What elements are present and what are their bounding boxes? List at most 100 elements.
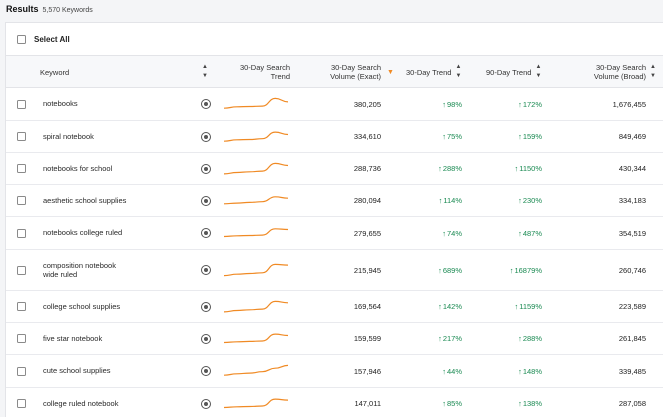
table-row[interactable]: cute school supplies 157,946 ↑ 44% ↑ 148% 339,… — [6, 355, 663, 388]
keyword-text[interactable]: five star notebook — [43, 333, 103, 343]
column-header-trend[interactable]: 30-Day Search Trend — [220, 56, 290, 88]
keyword-text[interactable]: aesthetic school supplies — [43, 195, 127, 205]
table-row[interactable]: notebooks for school 288,736 ↑ 288% ↑ 1150% 43… — [6, 153, 663, 185]
table-row[interactable]: college ruled notebook 147,011 ↑ 85% ↑ 138% 28… — [6, 388, 663, 417]
sparkline-chart — [224, 195, 288, 204]
trend-up-arrow-icon: ↑ — [518, 196, 522, 205]
sparkline-chart — [224, 228, 288, 238]
table-row[interactable]: aesthetic school supplies 280,094 ↑ 114% ↑ 23… — [6, 185, 663, 217]
trend90-value: 148% — [522, 366, 542, 376]
user-circle-icon[interactable] — [201, 398, 211, 409]
table-row[interactable]: spiral notebook 334,610 ↑ 75% ↑ 159% 849,469 — [6, 121, 663, 153]
sort-down-active-icon[interactable]: ▼ — [387, 68, 394, 76]
sparkline-chart — [224, 162, 288, 174]
trend90-cell: ↑ 172% — [486, 88, 542, 120]
user-circle-icon[interactable] — [201, 228, 211, 238]
row-checkbox[interactable] — [17, 334, 26, 343]
table-row[interactable]: college school supplies 169,564 ↑ 142% ↑ 1159… — [6, 291, 663, 323]
column-header-volume-broad[interactable]: 30-Day Search Volume (Broad) — [574, 56, 646, 88]
volume-exact-value: 280,094 — [353, 196, 381, 205]
column-header-trend90[interactable]: 90-Day Trend ▲ ▼ — [486, 56, 566, 88]
table-row[interactable]: five star notebook 159,599 ↑ 217% ↑ 288% 261,8… — [6, 323, 663, 355]
row-checkbox[interactable] — [17, 228, 26, 238]
row-checkbox-cell — [17, 323, 26, 354]
user-circle-icon[interactable] — [201, 195, 211, 206]
volume-broad-cell: 260,746 — [574, 250, 646, 290]
trend90-value: 138% — [522, 399, 542, 408]
trend-up-arrow-icon: ↑ — [442, 132, 446, 141]
keyword-details-cell — [201, 323, 211, 354]
keyword-text[interactable]: spiral notebook — [43, 131, 94, 141]
user-circle-icon[interactable] — [201, 333, 211, 344]
table-row[interactable]: notebooks college ruled 279,655 ↑ 74% ↑ 487% 3… — [6, 217, 663, 250]
select-all-checkbox[interactable] — [17, 34, 26, 44]
column-header-trend90-label: 90-Day Trend — [486, 67, 532, 77]
keyword-text[interactable]: notebooks college ruled — [43, 228, 123, 238]
trend90-cell: ↑ 288% — [486, 323, 542, 354]
trend90-cell: ↑ 138% — [486, 388, 542, 417]
volume-exact-value: 279,655 — [353, 228, 381, 238]
user-circle-icon[interactable] — [201, 265, 211, 275]
trend-up-arrow-icon: ↑ — [514, 164, 519, 173]
trend90-value: 1150% — [519, 164, 542, 173]
keyword-text[interactable]: composition notebook wide ruled — [43, 260, 116, 280]
keyword-details-cell — [201, 388, 211, 417]
select-all-label[interactable]: Select All — [34, 34, 70, 44]
keyword-cell: notebooks for school — [43, 153, 128, 184]
column-header-keyword[interactable]: Keyword — [40, 56, 160, 88]
user-circle-icon[interactable] — [201, 366, 211, 376]
row-checkbox[interactable] — [17, 132, 26, 141]
keyword-details-cell — [201, 355, 211, 387]
trend-up-arrow-icon: ↑ — [438, 164, 442, 173]
volume-exact-value: 215,945 — [353, 265, 381, 275]
row-checkbox[interactable] — [17, 196, 26, 205]
sort-volume-broad-icon[interactable]: ▲ ▼ — [650, 64, 656, 79]
column-header-volume-exact[interactable]: 30-Day Search Volume (Exact) — [306, 56, 381, 88]
keyword-details-cell — [201, 88, 211, 120]
column-header-trend30[interactable]: 30-Day Trend ▲ ▼ — [406, 56, 486, 88]
column-header-volume-broad-label: 30-Day Search Volume (Broad) — [593, 63, 646, 81]
trend90-cell: ↑ 1159% — [486, 291, 542, 322]
user-circle-icon[interactable] — [201, 301, 211, 312]
keyword-text[interactable]: notebooks — [43, 99, 78, 109]
keyword-text[interactable]: cute school supplies — [43, 366, 111, 376]
user-circle-icon[interactable] — [201, 131, 211, 142]
row-checkbox-cell — [17, 388, 26, 417]
keyword-text[interactable]: college ruled notebook — [43, 398, 119, 408]
trend-up-arrow-icon: ↑ — [442, 399, 446, 408]
sparkline-cell — [224, 388, 288, 417]
keyword-text[interactable]: college school supplies — [43, 301, 121, 311]
trend30-value: 75% — [446, 132, 462, 141]
volume-broad-cell: 1,676,455 — [574, 88, 646, 120]
trend-up-arrow-icon: ↑ — [518, 132, 522, 141]
keyword-text[interactable]: notebooks for school — [43, 163, 113, 173]
volume-broad-cell: 339,485 — [574, 355, 646, 387]
volume-broad-cell: 334,183 — [574, 185, 646, 216]
keyword-cell: five star notebook — [43, 323, 128, 354]
row-checkbox[interactable] — [17, 99, 26, 109]
row-checkbox[interactable] — [17, 164, 26, 173]
row-checkbox[interactable] — [17, 302, 26, 311]
trend90-value: 172% — [522, 99, 542, 109]
user-circle-icon[interactable] — [201, 163, 211, 174]
table-row[interactable]: composition notebook wide ruled 215,945 ↑ 6… — [6, 250, 663, 291]
trend30-cell: ↑ 44% — [406, 355, 462, 387]
table-row[interactable]: notebooks 380,205 ↑ 98% ↑ 172% 1,676,455 — [6, 88, 663, 121]
keyword-cell: composition notebook wide ruled — [43, 250, 128, 290]
row-checkbox[interactable] — [17, 399, 26, 408]
user-circle-icon[interactable] — [201, 99, 211, 109]
volume-exact-cell: 159,599 — [306, 323, 381, 354]
sort-keyword-icon[interactable]: ▲ ▼ — [202, 64, 208, 79]
row-checkbox[interactable] — [17, 265, 26, 275]
trend-up-arrow-icon: ↑ — [509, 265, 514, 275]
keyword-cell: aesthetic school supplies — [43, 185, 128, 216]
sparkline-cell — [224, 153, 288, 184]
volume-broad-value: 849,469 — [618, 132, 646, 141]
row-checkbox[interactable] — [17, 366, 26, 376]
volume-exact-value: 157,946 — [353, 366, 381, 376]
sparkline-chart — [224, 300, 288, 312]
trend-up-arrow-icon: ↑ — [438, 334, 442, 343]
trend-up-arrow-icon: ↑ — [442, 366, 446, 376]
trend90-cell: ↑ 230% — [486, 185, 542, 216]
trend90-value: 159% — [522, 132, 542, 141]
